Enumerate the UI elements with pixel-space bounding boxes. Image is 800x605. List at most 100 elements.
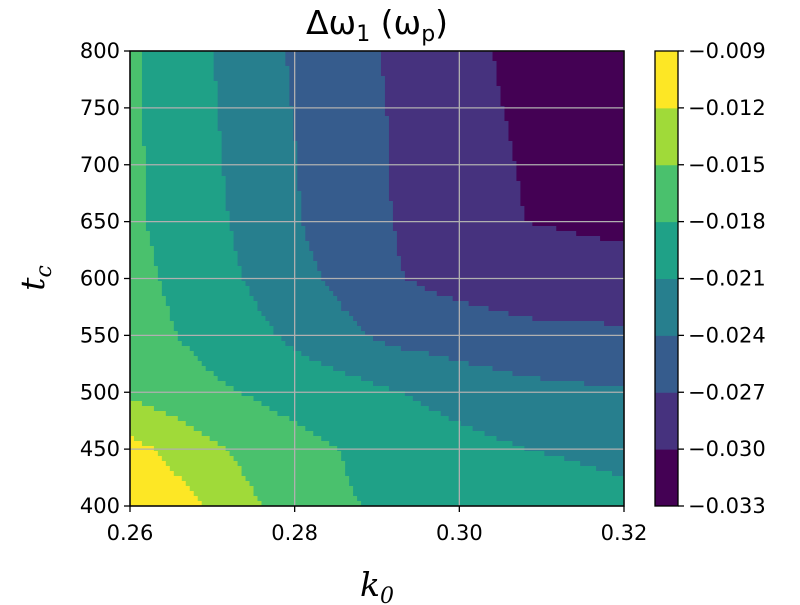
contour-cell: [353, 491, 624, 497]
contour-cell: [225, 181, 298, 187]
contour-cell: [289, 81, 386, 87]
contour-cell: [130, 201, 147, 207]
contour-cell: [141, 126, 219, 132]
contour-cell: [130, 406, 155, 412]
contour-cell: [500, 101, 624, 107]
contour-cell: [241, 271, 322, 277]
contour-cell: [130, 256, 155, 262]
contour-cell: [309, 246, 398, 252]
contour-cell: [233, 236, 306, 242]
contour-fill: [130, 51, 624, 506]
contour-cell: [448, 416, 624, 422]
contour-cell: [130, 271, 159, 277]
contour-cell: [145, 181, 227, 187]
contour-cell: [524, 211, 624, 217]
contour-cell: [225, 196, 302, 202]
contour-cell: [141, 111, 219, 117]
contour-cell: [169, 316, 267, 322]
contour-cell: [293, 346, 402, 352]
colorbar-tick-label: −0.024: [688, 323, 766, 347]
contour-cell: [145, 206, 227, 212]
y-tick-label: 700: [80, 153, 120, 177]
contour-cell: [285, 56, 382, 62]
colorbar-tick-label: −0.009: [688, 39, 766, 63]
contour-cell: [130, 156, 147, 162]
contour-cell: [130, 51, 143, 57]
contour-cell: [388, 176, 518, 182]
contour-cell: [130, 466, 171, 472]
contour-cell: [217, 91, 290, 97]
contour-cell: [492, 366, 624, 372]
contour-cell: [384, 341, 624, 347]
contour-cell: [130, 426, 195, 432]
contour-cell: [317, 266, 402, 272]
contour-cell: [253, 486, 354, 492]
contour-cell: [460, 421, 624, 427]
contour-cell: [400, 256, 624, 262]
contour-cell: [153, 246, 235, 252]
contour-cell: [130, 301, 167, 307]
contour-cell: [201, 431, 314, 437]
contour-cell: [564, 456, 624, 462]
contour-cell: [130, 206, 147, 212]
contour-cell: [357, 321, 605, 327]
contour-cell: [130, 376, 219, 382]
contour-cell: [388, 191, 522, 197]
contour-cell: [500, 91, 624, 97]
contour-cell: [130, 151, 147, 157]
contour-cell: [245, 476, 350, 482]
contour-cell: [496, 66, 624, 72]
contour-cell: [145, 201, 227, 207]
contour-cell: [145, 151, 223, 157]
contour-cell: [329, 286, 426, 292]
contour-cell: [301, 201, 394, 207]
contour-cell: [193, 491, 255, 497]
y-axis: 400 450 500 550 600 650 700 750 800: [80, 39, 130, 518]
contour-cell: [361, 326, 624, 332]
contour-cell: [173, 326, 275, 332]
contour-cell: [130, 411, 167, 417]
contour-cell: [241, 471, 346, 477]
contour-cell: [233, 231, 306, 237]
contour-cell: [221, 166, 298, 172]
contour-cell: [388, 121, 510, 127]
contour-cell: [130, 396, 255, 402]
contour-cell: [345, 461, 581, 467]
contour-cell: [349, 476, 624, 482]
contour-cell: [130, 76, 143, 82]
contour-cell: [197, 356, 310, 362]
contour-cell: [301, 196, 390, 202]
contour-cell: [516, 161, 624, 167]
contour-cell: [333, 366, 494, 372]
contour-cell: [524, 216, 624, 222]
contour-cell: [241, 391, 406, 397]
contour-cell: [149, 241, 235, 247]
contour-cell: [520, 181, 624, 187]
x-tick-label: 0.32: [601, 521, 648, 545]
contour-cell: [193, 351, 302, 357]
contour-cell: [217, 126, 294, 132]
contour-cell: [130, 106, 143, 112]
contour-cell: [241, 266, 318, 272]
contour-cell: [153, 251, 239, 257]
contour-cell: [130, 211, 147, 217]
contour-cell: [293, 116, 390, 122]
contour-cell: [130, 311, 171, 317]
contour-cell: [177, 416, 290, 422]
contour-cell: [145, 196, 227, 202]
contour-cell: [153, 256, 239, 262]
contour-cell: [145, 176, 227, 182]
contour-cell: [301, 216, 394, 222]
contour-cell: [249, 286, 330, 292]
contour-cell: [556, 226, 624, 232]
contour-cell: [496, 76, 624, 82]
colorbar-tick-label: −0.021: [688, 267, 766, 291]
contour-cell: [217, 121, 294, 127]
contour-cell: [512, 141, 624, 147]
contour-cell: [309, 241, 398, 247]
contour-cell: [289, 96, 386, 102]
y-axis-label: tc: [13, 265, 57, 291]
contour-cell: [301, 351, 430, 357]
contour-cell: [189, 346, 294, 352]
contour-cell: [130, 146, 147, 152]
